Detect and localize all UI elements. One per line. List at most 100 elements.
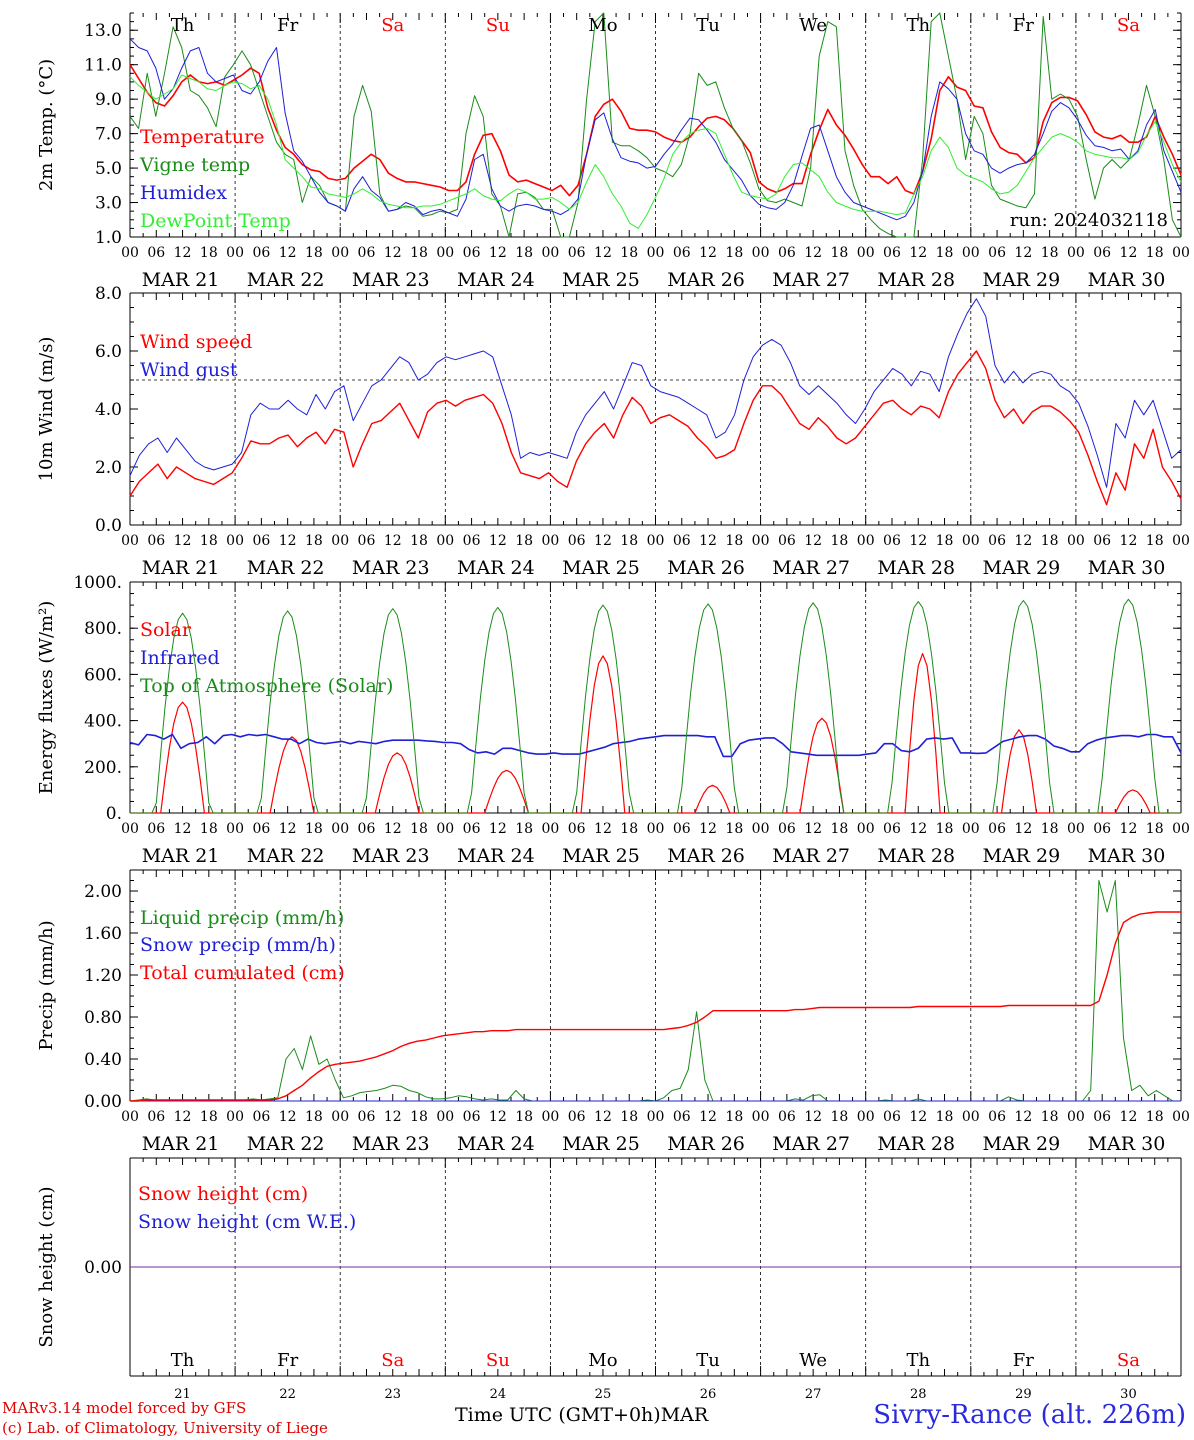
y-tick-label: 400. xyxy=(84,712,122,732)
y-tick-label: 1.60 xyxy=(84,924,122,944)
y-tick-label: 0.00 xyxy=(84,1092,122,1112)
hour-tick-label: 18 xyxy=(936,1109,954,1125)
date-label: MAR 24 xyxy=(457,269,535,291)
hour-tick-label: 18 xyxy=(200,533,218,549)
hour-tick-label: 06 xyxy=(463,245,481,261)
hour-tick-label: 06 xyxy=(147,821,165,837)
date-label: MAR 30 xyxy=(1088,845,1166,867)
y-tick-label: 11.0 xyxy=(84,56,122,76)
hour-tick-label: 00 xyxy=(436,245,454,261)
hour-tick-label: 12 xyxy=(384,245,402,261)
hour-tick-label: 06 xyxy=(252,1109,270,1125)
panel-wind: 0.0 2.0 4.0 6.0 8.0 10m Wind (m/s) Wind speed W… xyxy=(36,284,1190,579)
legend-entry: DewPoint Temp xyxy=(140,210,291,232)
hour-tick-label: 18 xyxy=(936,533,954,549)
y-tick-label: 4.0 xyxy=(95,400,122,420)
hour-tick-label: 00 xyxy=(226,821,244,837)
hour-tick-label: 18 xyxy=(1041,245,1059,261)
weekday-label: Th xyxy=(906,15,930,36)
y-tick-label: 5.0 xyxy=(95,159,122,179)
hour-tick-label: 12 xyxy=(384,533,402,549)
hour-tick-label: 12 xyxy=(909,1109,927,1125)
hour-tick-label: 06 xyxy=(463,1109,481,1125)
hour-tick-label: 12 xyxy=(1120,1109,1138,1125)
weekday-label: We xyxy=(799,1350,827,1371)
hour-tick-label: 18 xyxy=(410,821,428,837)
date-label: MAR 24 xyxy=(457,845,535,867)
hour-tick-label: 12 xyxy=(1014,821,1032,837)
date-label: MAR 26 xyxy=(667,1133,745,1155)
y-tick-label: 6.0 xyxy=(95,342,122,362)
hour-tick-label: 06 xyxy=(358,245,376,261)
legend-entry: Humidex xyxy=(140,182,227,204)
day-number-label: 21 xyxy=(174,1387,191,1402)
month-label: MAR xyxy=(660,1404,709,1426)
hour-tick-label: 12 xyxy=(699,821,717,837)
hour-tick-label: 18 xyxy=(620,821,638,837)
hour-tick-label: 00 xyxy=(331,533,349,549)
hour-tick-label: 18 xyxy=(200,245,218,261)
series-line-1 xyxy=(129,733,1182,758)
hour-tick-label: 18 xyxy=(305,533,323,549)
hour-tick-label: 18 xyxy=(831,821,849,837)
hour-tick-label: 00 xyxy=(647,533,665,549)
hour-tick-label: 06 xyxy=(673,821,691,837)
legend-entry: Wind speed xyxy=(140,331,252,353)
time-axis-title: Time UTC (GMT+0h)MAR xyxy=(455,1404,708,1426)
day-number-label: 30 xyxy=(1120,1387,1137,1402)
hour-tick-label: 06 xyxy=(1093,821,1111,837)
hour-tick-label: 12 xyxy=(804,245,822,261)
hour-tick-label: 06 xyxy=(988,533,1006,549)
hour-tick-label: 06 xyxy=(673,1109,691,1125)
hour-tick-label: 18 xyxy=(305,1109,323,1125)
panel-energy: 0. 200. 400. 600. 800. 1000. Energy fluxes (W/… xyxy=(36,573,1190,867)
hour-tick-label: 18 xyxy=(1146,821,1164,837)
date-label: MAR 26 xyxy=(667,845,745,867)
weekday-label: Th xyxy=(171,15,195,36)
day-number-label: 26 xyxy=(700,1387,717,1402)
hour-tick-label: 06 xyxy=(252,533,270,549)
hour-tick-label: 00 xyxy=(1172,1109,1190,1125)
hour-tick-label: 18 xyxy=(305,821,323,837)
date-label: MAR 21 xyxy=(142,1133,220,1155)
hour-tick-label: 00 xyxy=(331,1109,349,1125)
hour-tick-label: 00 xyxy=(121,245,139,261)
date-label: MAR 25 xyxy=(562,1133,640,1155)
hour-tick-label: 00 xyxy=(121,821,139,837)
hour-tick-label: 00 xyxy=(331,245,349,261)
hour-tick-label: 18 xyxy=(725,245,743,261)
hour-tick-label: 06 xyxy=(778,533,796,549)
hour-tick-label: 18 xyxy=(1041,533,1059,549)
hour-tick-label: 12 xyxy=(279,245,297,261)
y-tick-label: 0.40 xyxy=(84,1050,122,1070)
date-label: MAR 27 xyxy=(772,845,850,867)
legend-entry: Snow height (cm W.E.) xyxy=(138,1211,356,1233)
hour-tick-label: 18 xyxy=(515,821,533,837)
hour-tick-label: 12 xyxy=(1120,821,1138,837)
hour-tick-label: 18 xyxy=(831,245,849,261)
station-name: Sivry-Rance (alt. 226m) xyxy=(873,1400,1186,1430)
hour-tick-label: 18 xyxy=(305,245,323,261)
hour-tick-label: 12 xyxy=(699,1109,717,1125)
hour-tick-label: 00 xyxy=(436,821,454,837)
hour-tick-label: 00 xyxy=(647,245,665,261)
day-number-label: 28 xyxy=(910,1387,927,1402)
y-tick-label: 1.20 xyxy=(84,966,122,986)
hour-tick-label: 00 xyxy=(1067,245,1085,261)
series-line-2 xyxy=(129,38,1182,221)
hour-tick-label: 12 xyxy=(384,821,402,837)
hour-tick-label: 06 xyxy=(252,821,270,837)
weekday-label: Su xyxy=(486,15,510,36)
legend-entry: Total cumulated (cm) xyxy=(140,962,345,984)
y-axis-label: 10m Wind (m/s) xyxy=(36,337,57,482)
date-label: MAR 22 xyxy=(247,1133,325,1155)
hour-tick-label: 00 xyxy=(436,1109,454,1125)
date-label: MAR 24 xyxy=(457,1133,535,1155)
day-number-label: 23 xyxy=(384,1387,401,1402)
legend-entry: Wind gust xyxy=(140,359,238,381)
hour-tick-label: 06 xyxy=(778,1109,796,1125)
hour-tick-label: 06 xyxy=(463,533,481,549)
panel-precip: 0.00 0.40 0.80 1.20 1.60 2.00 Precip (mm/h) Liq… xyxy=(36,869,1190,1155)
hour-tick-label: 00 xyxy=(1067,533,1085,549)
hour-tick-label: 00 xyxy=(857,821,875,837)
